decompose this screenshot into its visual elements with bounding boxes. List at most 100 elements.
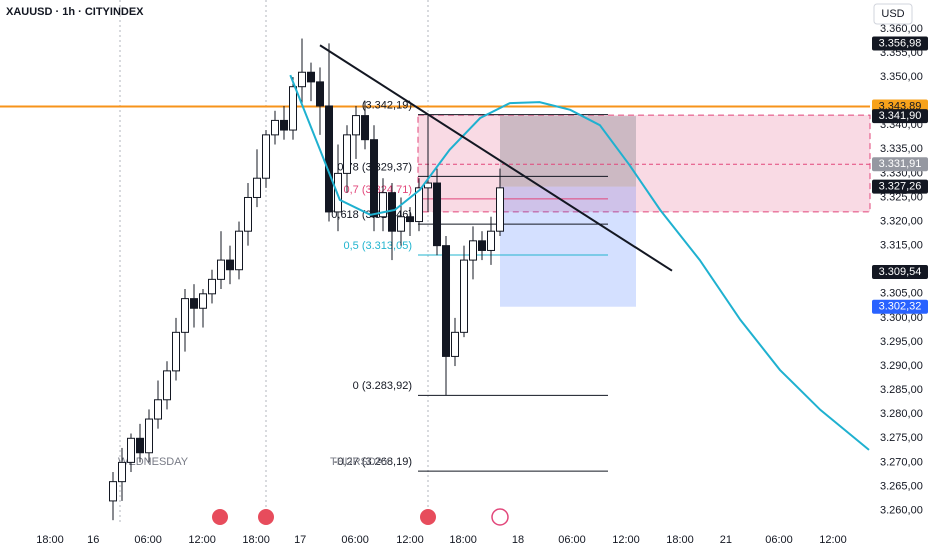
y-tick-label: 3.275,00 xyxy=(880,432,923,444)
candle-body xyxy=(199,293,208,309)
candle-body xyxy=(154,399,163,420)
event-bolt[interactable] xyxy=(491,508,509,526)
fib-label: -0,27 (3.268,19) xyxy=(334,456,412,468)
candle-body xyxy=(325,105,334,213)
candle-body xyxy=(478,240,487,251)
fib-label: 0,5 (3.313,05) xyxy=(344,240,413,252)
candle-body xyxy=(460,259,469,333)
candle-body xyxy=(118,461,127,483)
plot: (3.342,19)0,78 (3.329,37)0,7 (3.324,71)0… xyxy=(0,38,871,521)
y-tick-label: 3.335,00 xyxy=(880,143,923,155)
candle-body xyxy=(208,278,217,295)
y-tick-label: 3.295,00 xyxy=(880,336,923,348)
x-tick-label: 21 xyxy=(720,534,732,546)
candle-body xyxy=(379,192,388,218)
candle-body xyxy=(352,115,361,136)
y-tick-label: 3.315,00 xyxy=(880,240,923,252)
day-annotation: WEDNESDAY xyxy=(118,456,189,468)
y-tick-label: 3.350,00 xyxy=(880,71,923,83)
candle-body xyxy=(109,481,118,502)
candle-body xyxy=(226,259,235,271)
x-tick-label: 06:00 xyxy=(341,534,369,546)
candle-body xyxy=(316,81,325,107)
event-flag[interactable] xyxy=(420,509,436,525)
price-badge xyxy=(872,36,928,51)
position-stop xyxy=(500,186,636,307)
x-tick-label: 18:00 xyxy=(242,534,270,546)
price-badge xyxy=(872,264,928,279)
trendline xyxy=(319,44,673,272)
candle-body xyxy=(271,119,280,136)
candle-body xyxy=(190,298,199,309)
candle-body xyxy=(253,177,262,198)
candle-body xyxy=(442,245,451,357)
y-tick-label: 3.305,00 xyxy=(880,288,923,300)
candle-body xyxy=(487,230,496,251)
candle-body xyxy=(307,71,316,83)
projection-line xyxy=(289,74,870,451)
candle-body xyxy=(235,230,244,271)
y-tick-label: 3.280,00 xyxy=(880,408,923,420)
price-badge xyxy=(872,157,928,172)
y-tick-label: 3.270,00 xyxy=(880,456,923,468)
candle-body xyxy=(451,331,460,357)
y-tick-label: 3.360,00 xyxy=(880,23,923,35)
candle-body xyxy=(217,259,226,280)
candle-body xyxy=(172,331,181,372)
price-badge-label: 3.302,32 xyxy=(879,301,922,313)
y-tick-label: 3.265,00 xyxy=(880,480,923,492)
y-tick-label: 3.300,00 xyxy=(880,312,923,324)
candle-body xyxy=(181,298,190,333)
chart-title: XAUUSD · 1h · CITYINDEX xyxy=(6,6,144,18)
event-flag[interactable] xyxy=(212,509,228,525)
x-tick-label: 18:00 xyxy=(666,534,694,546)
price-badge xyxy=(872,299,928,314)
candle-body xyxy=(127,437,136,463)
y-tick-label: 3.320,00 xyxy=(880,215,923,227)
price-badge xyxy=(872,109,928,124)
candle-body xyxy=(469,240,478,261)
y-tick-label: 3.285,00 xyxy=(880,384,923,396)
candle-body xyxy=(370,139,379,218)
fib-label: 0 (3.283,92) xyxy=(353,380,412,392)
candle-body xyxy=(406,216,415,223)
x-tick-label: 18:00 xyxy=(36,534,64,546)
x-tick-label: 17 xyxy=(294,534,306,546)
candle-body xyxy=(397,216,406,232)
candle-body xyxy=(361,115,370,141)
candle-body xyxy=(433,182,442,247)
y-tick-label: 3.290,00 xyxy=(880,360,923,372)
candle-body xyxy=(289,86,298,131)
day-annotation: THURSDAY xyxy=(330,456,390,468)
x-tick-label: 12:00 xyxy=(188,534,216,546)
x-tick-label: 18 xyxy=(512,534,524,546)
price-badge xyxy=(872,179,928,194)
price-badge-label: 3.356,98 xyxy=(879,37,922,49)
candle-body xyxy=(136,437,145,454)
candle-body xyxy=(343,134,352,174)
x-tick-label: 06:00 xyxy=(558,534,586,546)
price-badge-label: 3.327,26 xyxy=(879,180,922,192)
currency-button[interactable] xyxy=(873,3,913,25)
zone xyxy=(417,114,871,213)
x-tick-label: 12:00 xyxy=(612,534,640,546)
x-tick-label: 12:00 xyxy=(819,534,847,546)
currency-label[interactable]: USD xyxy=(881,8,904,20)
price-badge-label: 3.341,90 xyxy=(879,110,922,122)
y-tick-label: 3.325,00 xyxy=(880,191,923,203)
price-badge-label: 3.331,91 xyxy=(879,158,922,170)
event-flag[interactable] xyxy=(258,509,274,525)
x-tick-label: 12:00 xyxy=(396,534,424,546)
candle-body xyxy=(298,71,307,88)
x-tick-label: 18:00 xyxy=(449,534,477,546)
candle-body xyxy=(262,134,271,179)
y-tick-label: 3.260,00 xyxy=(880,504,923,516)
fib-label: (3.342,19) xyxy=(362,100,412,112)
candle-body xyxy=(496,187,505,232)
candle-body xyxy=(415,187,424,223)
candle-body xyxy=(424,182,433,189)
price-badge-label: 3.309,54 xyxy=(879,266,922,278)
x-tick-label: 06:00 xyxy=(765,534,793,546)
candle-body xyxy=(145,418,154,454)
